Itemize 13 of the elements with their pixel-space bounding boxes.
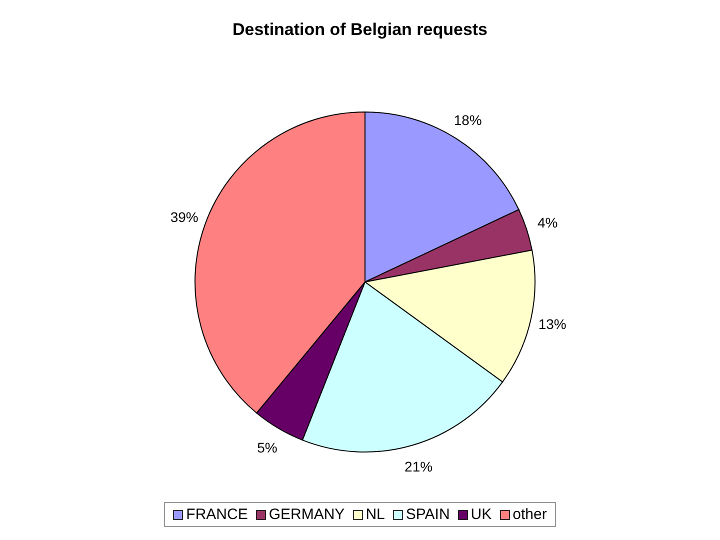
legend-label: UK xyxy=(470,506,492,523)
data-label: 18% xyxy=(454,112,482,128)
legend-label: GERMANY xyxy=(268,506,345,523)
data-label: 5% xyxy=(257,439,278,456)
data-label: 13% xyxy=(538,316,566,332)
chart-title: Destination of Belgian requests xyxy=(231,19,489,41)
data-label: 4% xyxy=(537,214,558,231)
legend-label: SPAIN xyxy=(406,506,450,523)
data-label: 39% xyxy=(170,208,198,225)
legend-label: FRANCE xyxy=(186,506,248,523)
data-label: 21% xyxy=(404,458,433,474)
legend-label: other xyxy=(512,506,547,523)
legend-label: NL xyxy=(366,506,385,523)
